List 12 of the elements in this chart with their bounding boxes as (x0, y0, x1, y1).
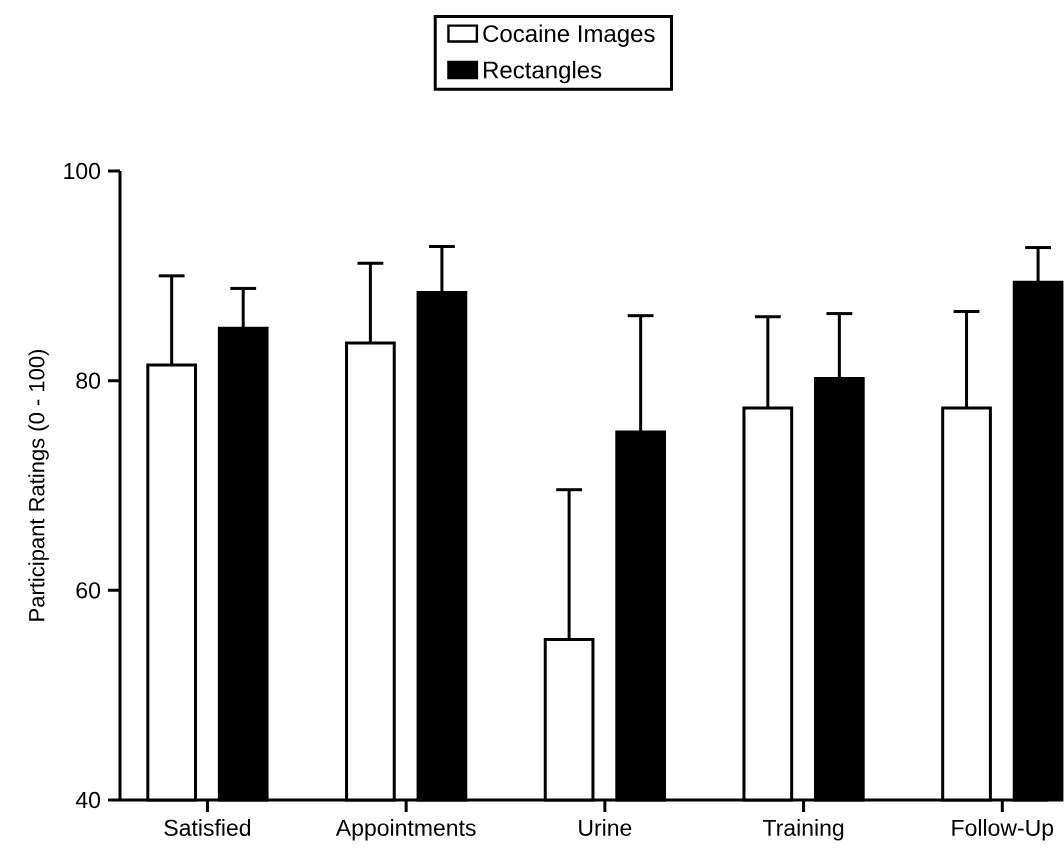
y-tick-label: 40 (75, 791, 101, 809)
legend-label: Cocaine Images (483, 24, 655, 47)
legend-label: Rectangles (484, 60, 602, 84)
x-tick-label: Appointments (335, 819, 476, 841)
y-tick-label: 60 (76, 582, 101, 599)
y-tick-label: 100 (64, 162, 101, 180)
y-tick-label: 80 (76, 372, 101, 389)
x-tick-label: Satisfied (164, 819, 251, 836)
y-axis-title: Participant Ratings (0 - 100) (28, 349, 49, 621)
x-tick-label: Urine (579, 819, 632, 836)
x-tick-label: Follow-Up (952, 819, 1054, 841)
x-tick-label: Training (762, 819, 844, 841)
